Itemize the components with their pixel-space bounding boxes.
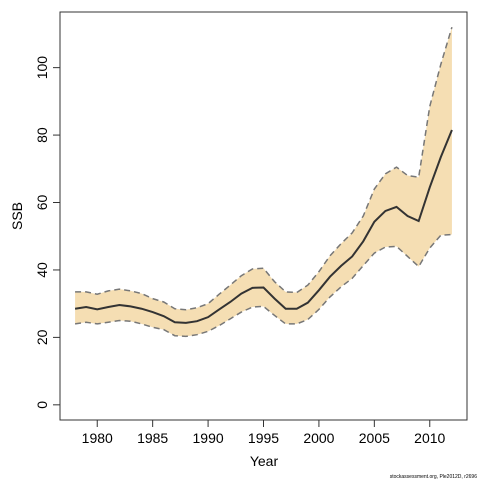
y-axis-label: SSB — [9, 202, 25, 230]
y-tick-label: 0 — [34, 401, 50, 409]
x-axis-label: Year — [250, 453, 279, 469]
y-tick-label: 60 — [34, 195, 50, 211]
upper-bound — [75, 26, 453, 311]
x-tick-label: 1990 — [193, 430, 224, 446]
y-tick-label: 20 — [34, 329, 50, 345]
x-tick-label: 1995 — [248, 430, 279, 446]
lower-bound — [74, 233, 452, 338]
x-tick-label: 2000 — [303, 430, 334, 446]
x-tick-label: 2005 — [359, 430, 390, 446]
x-tick-label: 2010 — [414, 430, 445, 446]
x-tick-label: 1980 — [82, 430, 113, 446]
y-tick-label: 40 — [34, 262, 50, 278]
ssb-line — [74, 129, 453, 324]
confidence-band — [75, 27, 452, 337]
x-tick-label: 1985 — [137, 430, 168, 446]
footnote: stockassessment.org, Ple2012D, r2696 — [390, 474, 477, 480]
y-tick-label: 100 — [34, 56, 50, 80]
y-tick-label: 80 — [34, 127, 50, 143]
